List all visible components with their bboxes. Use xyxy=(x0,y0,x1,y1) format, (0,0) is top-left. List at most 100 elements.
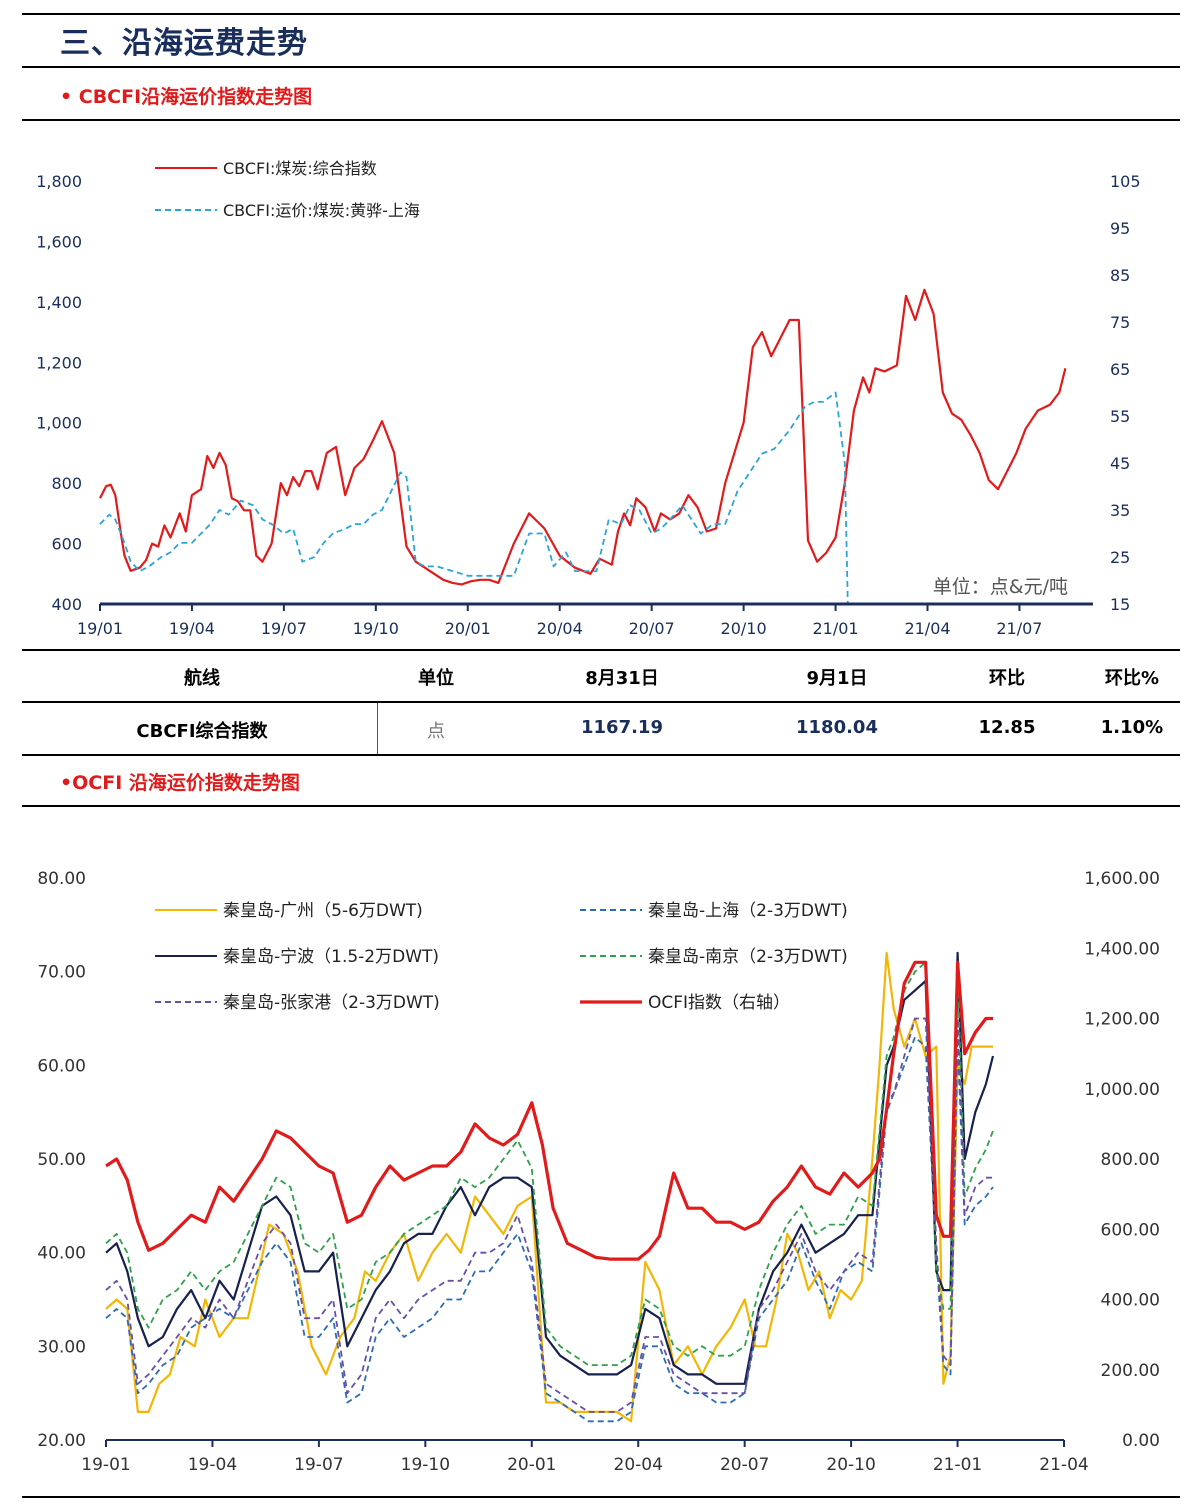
cell-route: CBCFI综合指数 xyxy=(136,721,268,742)
y-right-tick: 55 xyxy=(1110,407,1130,426)
y-left-tick: 1,200 xyxy=(36,353,82,372)
y-left-tick: 70.00 xyxy=(37,963,86,983)
top-rule xyxy=(22,13,1180,15)
header-sep1: 9月1日 xyxy=(806,668,868,689)
y-right-tick: 800.00 xyxy=(1101,1150,1160,1170)
x-tick-label: 19-07 xyxy=(294,1455,343,1475)
x-tick-label: 20-10 xyxy=(826,1455,875,1475)
unit-annotation: 单位：点&元/吨 xyxy=(933,576,1068,598)
y-left-tick: 60.00 xyxy=(37,1056,86,1076)
x-tick-label: 19-10 xyxy=(401,1455,450,1475)
legend-label: CBCFI:煤炭:综合指数 xyxy=(223,159,377,178)
y-right-tick: 400.00 xyxy=(1101,1291,1160,1311)
y-left-tick: 50.00 xyxy=(37,1150,86,1170)
x-tick-label: 21-01 xyxy=(933,1455,982,1475)
y-right-tick: 15 xyxy=(1110,595,1130,614)
x-tick-label: 20/07 xyxy=(629,619,675,638)
x-tick-label: 20/10 xyxy=(721,619,767,638)
series-line-0 xyxy=(105,951,993,1423)
series-line-1 xyxy=(99,391,849,605)
legend-label: OCFI指数（右轴） xyxy=(648,993,790,1013)
y-right-tick: 35 xyxy=(1110,501,1130,520)
y-left-tick: 600 xyxy=(51,535,82,554)
chart2-subtitle: •OCFI 沿海运价指数走势图 xyxy=(60,772,300,794)
y-left-tick: 800 xyxy=(51,474,82,493)
x-tick-label: 20-07 xyxy=(720,1455,769,1475)
y-left-tick: 1,600 xyxy=(36,232,82,251)
x-tick-label: 19/10 xyxy=(353,619,399,638)
y-left-tick: 40.00 xyxy=(37,1244,86,1264)
y-right-tick: 85 xyxy=(1110,266,1130,285)
cell-sep1: 1180.04 xyxy=(796,717,878,738)
y-right-tick: 0.00 xyxy=(1122,1431,1160,1451)
legend-label: 秦皇岛-南京（2-3万DWT) xyxy=(648,947,848,967)
x-tick-label: 19/01 xyxy=(77,619,123,638)
x-tick-label: 19-04 xyxy=(188,1455,237,1475)
x-tick-label: 21-04 xyxy=(1039,1455,1088,1475)
x-tick-label: 21/01 xyxy=(813,619,859,638)
y-right-tick: 1,000.00 xyxy=(1084,1080,1160,1100)
y-left-tick: 80.00 xyxy=(37,869,86,889)
y-left-tick: 20.00 xyxy=(37,1431,86,1451)
legend-label: 秦皇岛-张家港（2-3万DWT) xyxy=(223,993,440,1013)
ocfi-chart: 20.00 30.00 40.00 50.00 60.00 70.00 80.00 0.00 2… xyxy=(37,869,1160,1475)
table-bottom-rule xyxy=(22,754,1180,756)
header-route: 航线 xyxy=(184,668,220,689)
x-tick-label: 20-04 xyxy=(614,1455,663,1475)
y-right-tick: 1,600.00 xyxy=(1084,869,1160,889)
chart2-top-rule xyxy=(22,805,1180,807)
cbcfi-chart: 400 600 800 1,000 1,200 1,400 1,600 1,800 15 25 35… xyxy=(36,159,1141,638)
series-line-2 xyxy=(105,951,995,1385)
header-change: 环比 xyxy=(989,668,1025,689)
y-left-tick: 1,800 xyxy=(36,172,82,191)
series-line-3 xyxy=(105,961,994,1366)
y-right-tick: 65 xyxy=(1110,360,1130,379)
table-header-row: 航线 单位 8月31日 9月1日 环比 环比% xyxy=(22,650,1180,702)
x-tick-label: 19/07 xyxy=(261,619,307,638)
table-top-rule xyxy=(22,649,1180,651)
chart1-top-rule xyxy=(22,119,1180,121)
section-title: 三、沿海运费走势 xyxy=(60,26,308,61)
x-tick-label: 20/04 xyxy=(537,619,583,638)
x-tick-label: 19/04 xyxy=(169,619,215,638)
x-tick-label: 21/07 xyxy=(996,619,1042,638)
x-tick-label: 21/04 xyxy=(904,619,950,638)
y-right-tick: 105 xyxy=(1110,172,1141,191)
cell-unit: 点 xyxy=(427,721,445,742)
y-right-tick: 25 xyxy=(1110,548,1130,567)
y-left-tick: 30.00 xyxy=(37,1337,86,1357)
legend-label: 秦皇岛-上海（2-3万DWT) xyxy=(648,901,848,921)
header-unit: 单位 xyxy=(418,668,454,689)
y-left-tick: 1,400 xyxy=(36,293,82,312)
y-right-tick: 95 xyxy=(1110,219,1130,238)
cell-divider xyxy=(377,703,378,755)
y-right-tick: 75 xyxy=(1110,313,1130,332)
series-line-4 xyxy=(105,1017,993,1413)
cell-change-pct: 1.10% xyxy=(1100,717,1164,738)
cell-aug31: 1167.19 xyxy=(581,717,663,738)
table-data-row: CBCFI综合指数 点 1167.19 1180.04 12.85 1.10% xyxy=(22,703,1180,755)
y-right-tick: 200.00 xyxy=(1101,1361,1160,1381)
y-right-tick: 1,200.00 xyxy=(1084,1010,1160,1030)
chart1-subtitle: • CBCFI沿海运价指数走势图 xyxy=(60,86,313,108)
series-line-0 xyxy=(99,288,1067,586)
legend-label: 秦皇岛-广州（5-6万DWT) xyxy=(223,901,423,921)
series-line-5 xyxy=(105,960,993,1261)
header-change-pct: 环比% xyxy=(1104,668,1160,689)
y-right-tick: 1,400.00 xyxy=(1084,939,1160,959)
x-tick-label: 20-01 xyxy=(507,1455,556,1475)
y-right-tick: 45 xyxy=(1110,454,1130,473)
cell-change: 12.85 xyxy=(978,717,1036,738)
section-rule xyxy=(22,66,1180,68)
series-line-1 xyxy=(105,1036,994,1423)
y-left-tick: 400 xyxy=(51,595,82,614)
legend-label: CBCFI:运价:煤炭:黄骅-上海 xyxy=(223,201,420,220)
x-tick-label: 20/01 xyxy=(445,619,491,638)
bottom-rule xyxy=(22,1496,1180,1498)
x-tick-label: 19-01 xyxy=(81,1455,130,1475)
y-left-tick: 1,000 xyxy=(36,414,82,433)
legend-label: 秦皇岛-宁波（1.5-2万DWT) xyxy=(223,947,439,967)
header-aug31: 8月31日 xyxy=(585,668,659,689)
table-mid-rule xyxy=(22,701,1180,703)
y-right-tick: 600.00 xyxy=(1101,1220,1160,1240)
